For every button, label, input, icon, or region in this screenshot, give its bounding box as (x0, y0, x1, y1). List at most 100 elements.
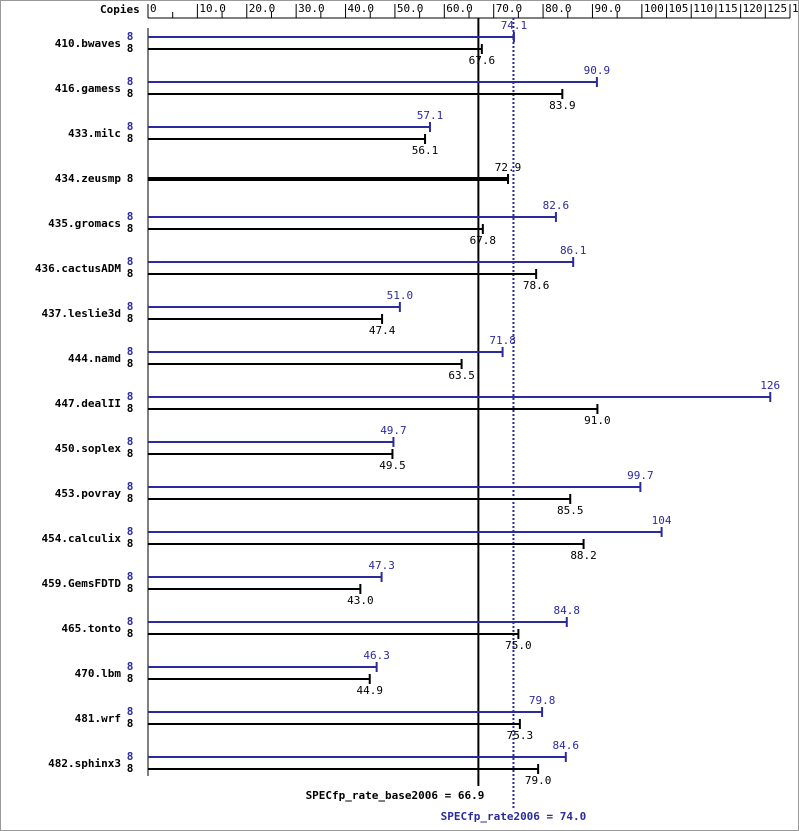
value-label: 86.1 (560, 244, 587, 257)
value-label: 104 (652, 514, 672, 527)
category-label: 482.sphinx3 (48, 757, 121, 770)
x-tick-label: 80.0 (545, 2, 572, 15)
x-tick-label: 10.0 (199, 2, 226, 15)
x-tick-label: 90.0 (594, 2, 621, 15)
x-tick-label: 50.0 (397, 2, 424, 15)
value-label: 85.5 (557, 504, 584, 517)
value-label: 67.8 (470, 234, 497, 247)
category-label: 459.GemsFDTD (42, 577, 122, 590)
category-label: 454.calculix (42, 532, 122, 545)
copies-label: 8 (127, 717, 134, 730)
copies-label: 8 (127, 480, 134, 493)
x-tick-label: 30.0 (298, 2, 325, 15)
x-tick-label: 70.0 (496, 2, 523, 15)
value-label: 43.0 (347, 594, 374, 607)
category-label: 465.tonto (61, 622, 121, 635)
value-label: 84.6 (553, 739, 580, 752)
category-label: 470.lbm (75, 667, 122, 680)
copies-label: 8 (127, 222, 134, 235)
copies-label: 8 (127, 447, 134, 460)
category-label: 436.cactusADM (35, 262, 121, 275)
copies-label: 8 (127, 582, 134, 595)
copies-label: 8 (127, 660, 134, 673)
copies-label: 8 (127, 762, 134, 775)
category-label: 481.wrf (75, 712, 121, 725)
copies-label: 8 (127, 172, 134, 185)
category-label: 444.namd (68, 352, 121, 365)
value-label: 46.3 (363, 649, 390, 662)
value-label: 44.9 (356, 684, 383, 697)
copies-label: 8 (127, 42, 134, 55)
value-label: 90.9 (584, 64, 611, 77)
category-label: 453.povray (55, 487, 122, 500)
copies-label: 8 (127, 672, 134, 685)
copies-header: Copies (100, 3, 140, 16)
copies-label: 8 (127, 435, 134, 448)
x-tick-label: 130 (792, 2, 799, 15)
value-label: 79.8 (529, 694, 556, 707)
reference-label: SPECfp_rate_base2006 = 66.9 (306, 789, 485, 802)
copies-label: 8 (127, 627, 134, 640)
value-label: 84.8 (554, 604, 581, 617)
reference-label: SPECfp_rate2006 = 74.0 (441, 810, 587, 823)
value-label: 49.7 (380, 424, 407, 437)
copies-label: 8 (127, 705, 134, 718)
copies-label: 8 (127, 525, 134, 538)
copies-label: 8 (127, 30, 134, 43)
value-label: 63.5 (448, 369, 475, 382)
value-label: 47.4 (369, 324, 396, 337)
value-label: 47.3 (368, 559, 395, 572)
copies-label: 8 (127, 312, 134, 325)
copies-label: 8 (127, 492, 134, 505)
copies-label: 8 (127, 87, 134, 100)
category-label: 435.gromacs (48, 217, 121, 230)
value-label: 74.1 (501, 19, 528, 32)
x-tick-label: 110 (693, 2, 713, 15)
copies-label: 8 (127, 255, 134, 268)
value-label: 75.0 (505, 639, 532, 652)
value-label: 49.5 (379, 459, 406, 472)
copies-label: 8 (127, 210, 134, 223)
x-tick-label: 0 (150, 2, 157, 15)
value-label: 99.7 (627, 469, 654, 482)
category-label: 450.soplex (55, 442, 122, 455)
copies-label: 8 (127, 75, 134, 88)
copies-label: 8 (127, 345, 134, 358)
category-label: 447.dealII (55, 397, 121, 410)
copies-label: 8 (127, 570, 134, 583)
copies-label: 8 (127, 390, 134, 403)
value-label: 67.6 (469, 54, 496, 67)
x-tick-label: 40.0 (348, 2, 375, 15)
value-label: 83.9 (549, 99, 576, 112)
x-tick-label: 60.0 (446, 2, 473, 15)
value-label: 57.1 (417, 109, 444, 122)
value-label: 51.0 (387, 289, 414, 302)
x-tick-label: 20.0 (249, 2, 276, 15)
copies-label: 8 (127, 300, 134, 313)
copies-label: 8 (127, 357, 134, 370)
value-label: 78.6 (523, 279, 550, 292)
x-tick-label: 105 (669, 2, 689, 15)
copies-label: 8 (127, 267, 134, 280)
category-label: 433.milc (68, 127, 121, 140)
copies-label: 8 (127, 750, 134, 763)
value-label: 88.2 (570, 549, 597, 562)
x-tick-label: 115 (718, 2, 738, 15)
value-label: 56.1 (412, 144, 439, 157)
copies-label: 8 (127, 402, 134, 415)
value-label: 71.8 (489, 334, 516, 347)
value-label: 75.3 (507, 729, 534, 742)
value-label: 91.0 (584, 414, 611, 427)
value-label: 79.0 (525, 774, 552, 787)
copies-label: 8 (127, 132, 134, 145)
category-label: 410.bwaves (55, 37, 121, 50)
x-tick-label: 125 (767, 2, 787, 15)
category-label: 434.zeusmp (55, 172, 122, 185)
x-tick-label: 120 (743, 2, 763, 15)
copies-label: 8 (127, 537, 134, 550)
copies-label: 8 (127, 615, 134, 628)
value-label: 82.6 (543, 199, 570, 212)
